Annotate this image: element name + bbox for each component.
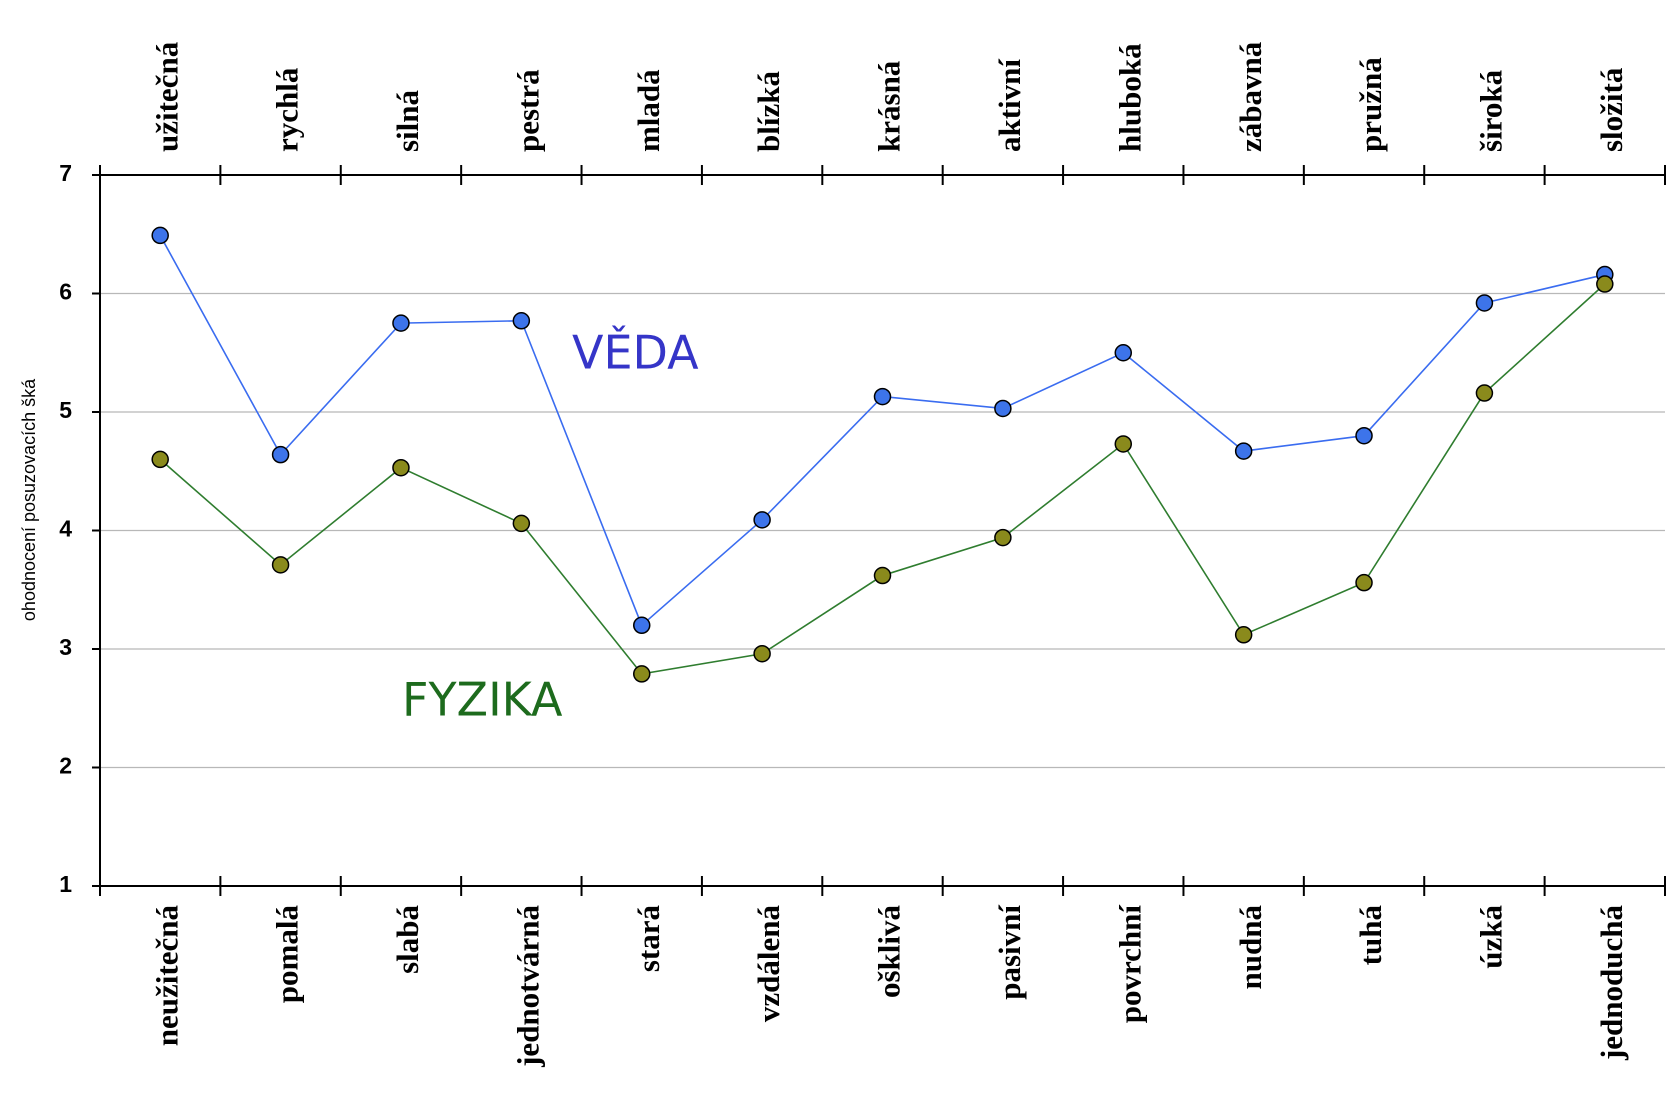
data-point <box>1114 344 1133 362</box>
x-top-label: užitečná <box>149 41 184 152</box>
x-top-label: složitá <box>1594 67 1629 152</box>
data-point <box>1475 294 1494 312</box>
y-tick-label: 5 <box>59 397 72 423</box>
data-point <box>1114 435 1133 453</box>
x-tick-label: pasivní <box>992 905 1027 1000</box>
series-line <box>159 283 1606 675</box>
data-point <box>1355 573 1373 592</box>
x-top-label: pestrá <box>510 69 545 152</box>
x-top-label: silná <box>390 89 425 152</box>
y-tick-label: 4 <box>59 516 72 542</box>
x-tick-label: stará <box>631 905 666 973</box>
data-point <box>632 616 651 635</box>
y-tick-label: 7 <box>59 160 72 186</box>
data-point <box>753 644 771 663</box>
data-point <box>1234 626 1253 644</box>
data-point <box>994 399 1012 418</box>
x-tick-label: nudná <box>1233 905 1268 990</box>
x-tick-label: úzká <box>1474 905 1509 969</box>
y-axis-label: ohodnocení posuzovacích šká <box>19 378 39 621</box>
x-tick-label: povrchní <box>1112 905 1147 1024</box>
data-point <box>873 566 892 585</box>
data-point <box>1475 384 1494 402</box>
y-tick-label: 3 <box>59 634 72 660</box>
y-tick-label: 1 <box>59 871 72 897</box>
x-tick-label: slabá <box>390 905 425 974</box>
x-top-label: blízká <box>751 71 786 152</box>
x-top-label: široká <box>1474 69 1509 152</box>
x-top-label: krásná <box>872 60 907 152</box>
data-point <box>271 445 290 464</box>
data-point <box>392 458 410 477</box>
series-label: VĚDA <box>572 326 699 380</box>
y-tick-label: 6 <box>59 279 72 305</box>
data-point <box>994 528 1012 547</box>
x-tick-label: tuhá <box>1353 905 1388 966</box>
data-point <box>632 665 651 683</box>
data-point <box>873 387 892 406</box>
x-top-label: rychlá <box>270 67 305 152</box>
x-tick-label: ošklivá <box>872 905 907 999</box>
x-tick-label: jednoduchá <box>1594 905 1629 1062</box>
data-point <box>392 314 410 332</box>
series-label: FYZIKA <box>402 673 563 727</box>
data-point <box>271 556 290 574</box>
x-tick-label: jednotvárná <box>510 905 545 1068</box>
x-top-label: hluboká <box>1112 43 1147 152</box>
data-point <box>512 312 531 330</box>
x-top-label: aktivní <box>992 59 1027 152</box>
x-tick-label: pomalá <box>270 905 305 1004</box>
data-point <box>1355 426 1373 445</box>
data-point <box>512 514 531 533</box>
x-top-label: zábavná <box>1233 41 1268 152</box>
data-point <box>1596 275 1614 293</box>
x-tick-label: vzdálená <box>751 905 786 1023</box>
x-top-label: mladá <box>631 69 666 152</box>
x-top-label: pružná <box>1353 57 1388 152</box>
data-point <box>753 511 771 529</box>
data-point <box>151 450 169 469</box>
x-tick-label: neužitečná <box>149 905 184 1047</box>
data-point <box>1234 442 1253 460</box>
data-point <box>151 226 169 245</box>
y-tick-label: 2 <box>59 753 72 779</box>
